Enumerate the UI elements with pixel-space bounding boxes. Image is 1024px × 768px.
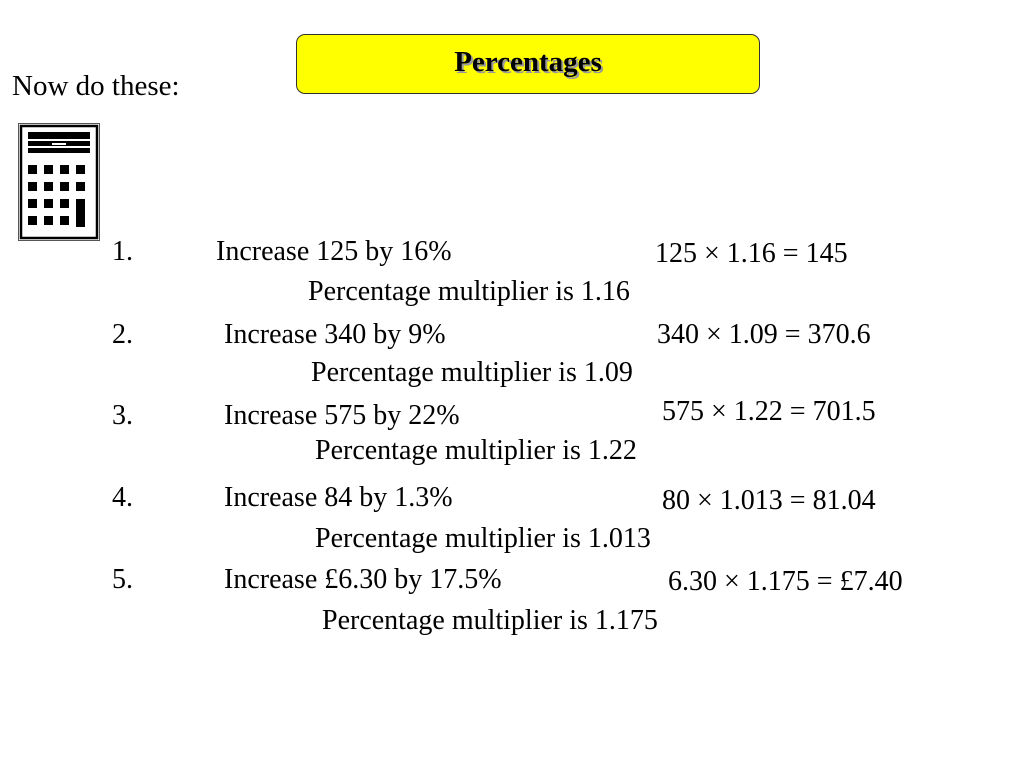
calculator-icon <box>18 123 100 241</box>
question-1-task: Increase 125 by 16% <box>216 236 452 267</box>
question-2-number: 2. <box>112 319 133 350</box>
intro-text: Now do these: <box>12 70 180 102</box>
question-3-answer: 575 × 1.22 = 701.5 <box>662 396 876 427</box>
question-5-task: Increase £6.30 by 17.5% <box>224 564 502 595</box>
question-3-multiplier: Percentage multiplier is 1.22 <box>315 435 637 466</box>
question-2-multiplier: Percentage multiplier is 1.09 <box>311 357 633 388</box>
question-5-answer: 6.30 × 1.175 = £7.40 <box>668 566 903 597</box>
page-title: Percentages <box>454 45 602 78</box>
question-3-number: 3. <box>112 400 133 431</box>
question-2-task: Increase 340 by 9% <box>224 319 446 350</box>
title-banner: Percentages <box>296 34 760 94</box>
question-1-multiplier: Percentage multiplier is 1.16 <box>308 276 630 307</box>
question-4-number: 4. <box>112 482 133 513</box>
question-5-number: 5. <box>112 564 133 595</box>
question-5-multiplier: Percentage multiplier is 1.175 <box>322 605 658 636</box>
question-2-answer: 340 × 1.09 = 370.6 <box>657 319 871 350</box>
question-1-number: 1. <box>112 236 133 267</box>
question-3-task: Increase 575 by 22% <box>224 400 460 431</box>
question-1-answer: 125 × 1.16 = 145 <box>655 238 848 269</box>
question-4-answer: 80 × 1.013 = 81.04 <box>662 485 876 516</box>
question-4-task: Increase 84 by 1.3% <box>224 482 453 513</box>
question-4-multiplier: Percentage multiplier is 1.013 <box>315 523 651 554</box>
